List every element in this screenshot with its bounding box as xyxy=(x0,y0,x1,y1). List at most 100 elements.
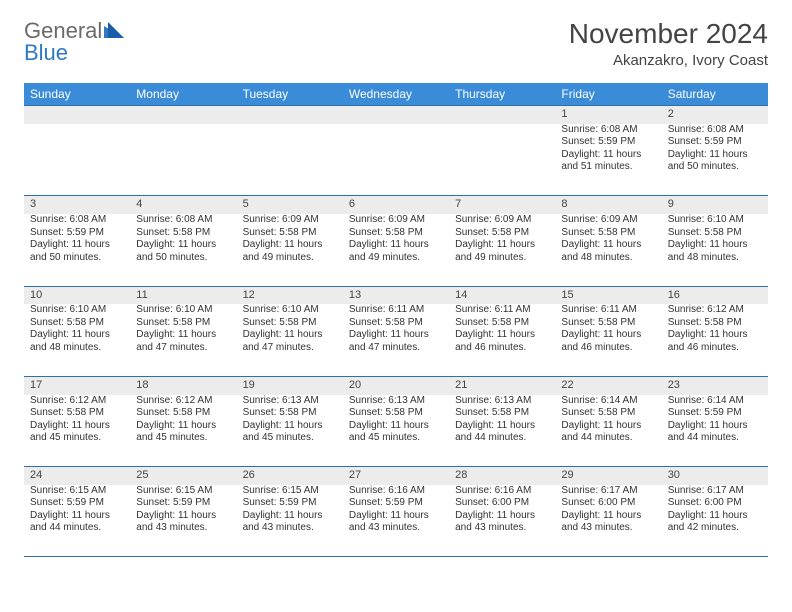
daylight-text: Daylight: 11 hours and 50 minutes. xyxy=(30,239,124,264)
daylight-text: Daylight: 11 hours and 50 minutes. xyxy=(668,149,762,174)
day-info-row: Sunrise: 6:08 AMSunset: 5:59 PMDaylight:… xyxy=(24,214,768,286)
sunset-text: Sunset: 5:58 PM xyxy=(349,407,443,420)
sunrise-text: Sunrise: 6:11 AM xyxy=(561,304,655,317)
daylight-text: Daylight: 11 hours and 46 minutes. xyxy=(455,329,549,354)
day-header: Tuesday xyxy=(237,83,343,106)
day-cell: Sunrise: 6:13 AMSunset: 5:58 PMDaylight:… xyxy=(449,395,555,467)
sunrise-text: Sunrise: 6:08 AM xyxy=(136,214,230,227)
day-number: 12 xyxy=(237,286,343,304)
day-number-row: 24252627282930 xyxy=(24,467,768,485)
day-cell: Sunrise: 6:15 AMSunset: 5:59 PMDaylight:… xyxy=(24,485,130,557)
sunrise-text: Sunrise: 6:10 AM xyxy=(668,214,762,227)
sunset-text: Sunset: 5:58 PM xyxy=(349,317,443,330)
day-cell xyxy=(24,124,130,196)
sunrise-text: Sunrise: 6:12 AM xyxy=(30,395,124,408)
day-cell: Sunrise: 6:09 AMSunset: 5:58 PMDaylight:… xyxy=(555,214,661,286)
sunrise-text: Sunrise: 6:10 AM xyxy=(136,304,230,317)
daylight-text: Daylight: 11 hours and 45 minutes. xyxy=(136,420,230,445)
sunset-text: Sunset: 5:58 PM xyxy=(349,227,443,240)
day-number: 24 xyxy=(24,467,130,485)
sunset-text: Sunset: 5:58 PM xyxy=(243,407,337,420)
daylight-text: Daylight: 11 hours and 49 minutes. xyxy=(455,239,549,264)
sunrise-text: Sunrise: 6:10 AM xyxy=(30,304,124,317)
day-info-row: Sunrise: 6:15 AM Sunset: 5:59 PM Daylight:… xyxy=(24,485,768,557)
sunrise-text: Sunrise: 6:08 AM xyxy=(561,124,655,137)
sunrise-text: Sunrise: 6:12 AM xyxy=(136,395,230,408)
sunset-text: Sunset: 5:59 PM xyxy=(561,136,655,149)
day-number: 26 xyxy=(237,467,343,485)
title-block: November 2024 Akanzakro, Ivory Coast xyxy=(569,18,768,69)
sunset-text: Sunset: 6:00 PM xyxy=(455,497,549,510)
day-number: 22 xyxy=(555,376,661,394)
calendar-table: Sunday Monday Tuesday Wednesday Thursday… xyxy=(24,83,768,557)
day-info-row: Sunrise: 6:12 AMSunset: 5:58 PMDaylight:… xyxy=(24,395,768,467)
sunrise-text: Sunrise: 6:17 AM xyxy=(561,485,655,498)
day-number: 15 xyxy=(555,286,661,304)
sunset-text: Sunset: 5:59 PM xyxy=(668,136,762,149)
day-cell: Sunrise: 6:08 AMSunset: 5:58 PMDaylight:… xyxy=(130,214,236,286)
sunset-text: Sunset: 5:58 PM xyxy=(561,317,655,330)
daylight-text: Daylight: 11 hours and 48 minutes. xyxy=(30,329,124,354)
sunrise-text: Sunrise: 6:13 AM xyxy=(455,395,549,408)
daylight-text: Daylight: 11 hours and 44 minutes. xyxy=(561,420,655,445)
day-number: 19 xyxy=(237,376,343,394)
daylight-text: Daylight: 11 hours and 45 minutes. xyxy=(243,420,337,445)
day-number: 25 xyxy=(130,467,236,485)
day-number: 9 xyxy=(662,196,768,214)
day-number xyxy=(343,106,449,124)
day-cell: Sunrise: 6:11 AMSunset: 5:58 PMDaylight:… xyxy=(555,304,661,376)
day-number: 18 xyxy=(130,376,236,394)
daylight-text: Daylight: 11 hours and 44 minutes. xyxy=(668,420,762,445)
day-header: Thursday xyxy=(449,83,555,106)
day-cell: Sunrise: 6:13 AMSunset: 5:58 PMDaylight:… xyxy=(237,395,343,467)
sunrise-text: Sunrise: 6:14 AM xyxy=(561,395,655,408)
sunrise-text: Sunrise: 6:13 AM xyxy=(349,395,443,408)
sunset-text: Sunset: 5:58 PM xyxy=(243,317,337,330)
daylight-text: Daylight: 11 hours and 44 minutes. xyxy=(455,420,549,445)
sunset-text: Sunset: 5:58 PM xyxy=(136,407,230,420)
day-number: 10 xyxy=(24,286,130,304)
day-number xyxy=(130,106,236,124)
day-header: Wednesday xyxy=(343,83,449,106)
sunset-text: Sunset: 5:59 PM xyxy=(668,407,762,420)
sunset-text: Sunset: 5:58 PM xyxy=(30,407,124,420)
day-number: 28 xyxy=(449,467,555,485)
day-info-row: Sunrise: 6:08 AMSunset: 5:59 PMDaylight:… xyxy=(24,124,768,196)
day-cell: Sunrise: 6:08 AMSunset: 5:59 PMDaylight:… xyxy=(24,214,130,286)
sunset-text: Sunset: 5:58 PM xyxy=(455,227,549,240)
day-number-row: 12 xyxy=(24,106,768,124)
day-cell xyxy=(449,124,555,196)
sunrise-text: Sunrise: 6:09 AM xyxy=(455,214,549,227)
sunrise-text: Sunrise: 6:09 AM xyxy=(349,214,443,227)
sunrise-text: Sunrise: 6:15 AM xyxy=(243,485,337,498)
daylight-text: Daylight: 11 hours and 43 minutes. xyxy=(455,510,549,535)
day-cell: Sunrise: 6:17 AMSunset: 6:00 PMDaylight:… xyxy=(662,485,768,557)
day-number: 21 xyxy=(449,376,555,394)
logo: General Blue xyxy=(24,18,124,66)
sunrise-text: Sunrise: 6:08 AM xyxy=(668,124,762,137)
page-title: November 2024 xyxy=(569,18,768,50)
sunset-text: Sunset: 5:58 PM xyxy=(668,317,762,330)
day-header: Saturday xyxy=(662,83,768,106)
day-number: 23 xyxy=(662,376,768,394)
day-header-row: Sunday Monday Tuesday Wednesday Thursday… xyxy=(24,83,768,106)
sunrise-text: Sunrise: 6:12 AM xyxy=(668,304,762,317)
daylight-text: Daylight: 11 hours and 46 minutes. xyxy=(668,329,762,354)
day-number-row: 3456789 xyxy=(24,196,768,214)
day-cell: Sunrise: 6:10 AMSunset: 5:58 PMDaylight:… xyxy=(130,304,236,376)
day-number xyxy=(24,106,130,124)
day-number xyxy=(449,106,555,124)
sunrise-text: Sunrise: 6:09 AM xyxy=(243,214,337,227)
day-number: 17 xyxy=(24,376,130,394)
day-cell: Sunrise: 6:14 AMSunset: 5:58 PMDaylight:… xyxy=(555,395,661,467)
day-number: 3 xyxy=(24,196,130,214)
daylight-text: Daylight: 11 hours and 49 minutes. xyxy=(349,239,443,264)
sunset-text: Sunset: 5:59 PM xyxy=(136,497,230,510)
day-number: 14 xyxy=(449,286,555,304)
day-cell: Sunrise: 6:08 AMSunset: 5:59 PMDaylight:… xyxy=(662,124,768,196)
daylight-text: Daylight: 11 hours and 43 minutes. xyxy=(561,510,655,535)
sunrise-text: Sunrise: 6:09 AM xyxy=(561,214,655,227)
sunrise-text: Sunrise: 6:16 AM xyxy=(455,485,549,498)
sunset-text: Sunset: 5:58 PM xyxy=(30,317,124,330)
day-number: 30 xyxy=(662,467,768,485)
